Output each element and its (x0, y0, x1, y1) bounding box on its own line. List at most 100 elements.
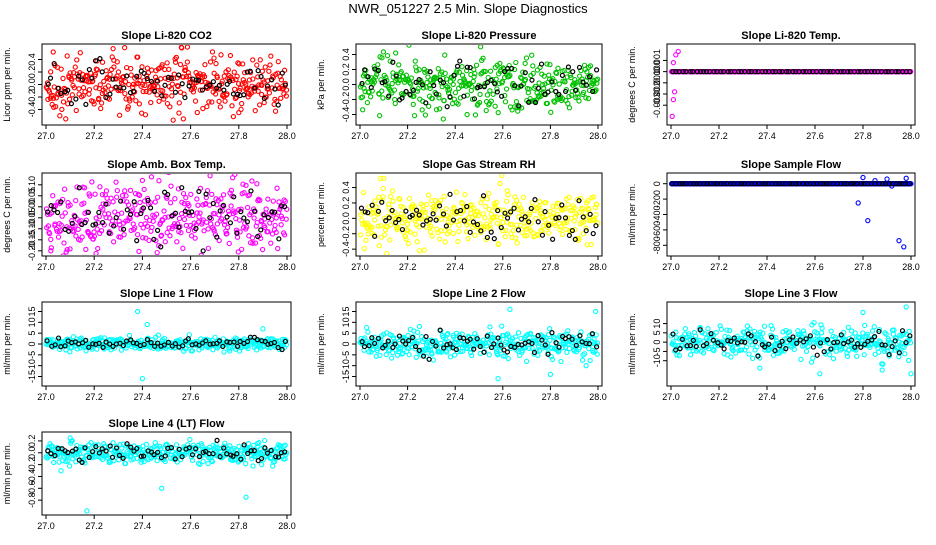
overlay-point (777, 343, 783, 349)
data-point (144, 65, 151, 71)
x-tick-label: 28.0 (278, 392, 296, 402)
data-point (201, 73, 208, 80)
x-tick-label: 27.2 (710, 131, 728, 141)
overlay-point (358, 205, 365, 211)
data-point (276, 199, 282, 205)
data-point (476, 99, 483, 106)
overlay-point (275, 102, 281, 108)
x-tick-label: 27.2 (85, 521, 103, 531)
data-point (376, 113, 383, 119)
data-point (58, 468, 64, 474)
overlay-point (728, 181, 734, 187)
data-point (134, 231, 141, 238)
overlay-point (821, 181, 827, 187)
data-point (46, 230, 53, 237)
data-point (519, 229, 525, 236)
y-tick-label: 0.00 (27, 198, 37, 216)
overlay-point (203, 338, 209, 344)
data-point (60, 99, 67, 105)
data-point (179, 45, 185, 51)
data-point (244, 85, 251, 91)
overlay-point (444, 104, 450, 110)
data-point (416, 67, 422, 73)
data-point (566, 93, 572, 100)
data-point (894, 345, 901, 351)
overlay-point (746, 69, 752, 75)
data-point (59, 106, 65, 113)
overlay-point (65, 449, 71, 456)
data-point (524, 232, 530, 239)
overlay-point (566, 232, 572, 239)
data-points (668, 174, 914, 250)
data-point (861, 352, 867, 358)
overlay-point (718, 69, 724, 75)
outlier-point (908, 371, 914, 377)
overlay-point (120, 342, 126, 349)
overlay-point (196, 454, 203, 460)
overlay-point (195, 77, 202, 83)
overlay-point (100, 219, 106, 226)
data-point (229, 103, 235, 109)
data-point (88, 439, 94, 446)
overlay-point (899, 328, 906, 334)
overlay-point (185, 336, 191, 342)
overlay-point (210, 451, 216, 457)
overlay-point (687, 181, 694, 187)
data-point (114, 59, 120, 65)
overlay-point (65, 87, 71, 93)
overlay-point (871, 69, 878, 75)
data-point (472, 70, 478, 77)
overlay-point (783, 346, 789, 352)
outlier-point (84, 508, 90, 514)
overlay-point (66, 228, 72, 234)
data-point (403, 236, 409, 242)
data-point (166, 66, 172, 72)
data-point (526, 86, 532, 92)
overlay-point (876, 328, 882, 335)
data-point (422, 112, 429, 118)
data-point (541, 85, 547, 92)
data-point (110, 440, 116, 446)
data-point (580, 219, 587, 225)
overlay-point (90, 222, 96, 228)
overlay-point (484, 333, 490, 339)
data-point (412, 231, 418, 237)
data-point (404, 221, 411, 227)
data-point (178, 229, 184, 236)
data-point (250, 76, 256, 82)
overlay-point (282, 204, 288, 210)
data-point (226, 240, 232, 247)
data-point (247, 240, 254, 246)
y-axis-label: ml/min per min. (2, 443, 12, 505)
overlay-point (539, 232, 546, 238)
data-point (121, 45, 128, 51)
overlay-point (86, 66, 92, 73)
overlay-point (234, 91, 241, 98)
outlier-point (507, 306, 513, 312)
y-tick-label: 0 (652, 340, 662, 345)
overlay-point (420, 222, 426, 228)
data-point (416, 323, 423, 330)
overlay-point (162, 82, 168, 88)
data-point (184, 45, 191, 50)
y-tick-label: -0.8 (27, 492, 37, 508)
y-tick-label: -200 (652, 190, 662, 208)
data-point (548, 109, 554, 115)
data-point (182, 346, 189, 352)
data-point (274, 185, 280, 191)
data-point (502, 92, 508, 99)
data-point (86, 86, 93, 93)
data-point (143, 88, 149, 95)
data-point (259, 219, 265, 225)
overlay-point (845, 69, 851, 75)
overlay-point (144, 337, 150, 343)
overlay-point (79, 77, 85, 83)
overlay-point (871, 334, 878, 340)
overlay-point (258, 455, 265, 462)
data-point (372, 74, 379, 80)
overlay-point (684, 343, 690, 349)
data-point (811, 319, 817, 326)
data-point (219, 208, 226, 214)
data-point (375, 345, 381, 352)
